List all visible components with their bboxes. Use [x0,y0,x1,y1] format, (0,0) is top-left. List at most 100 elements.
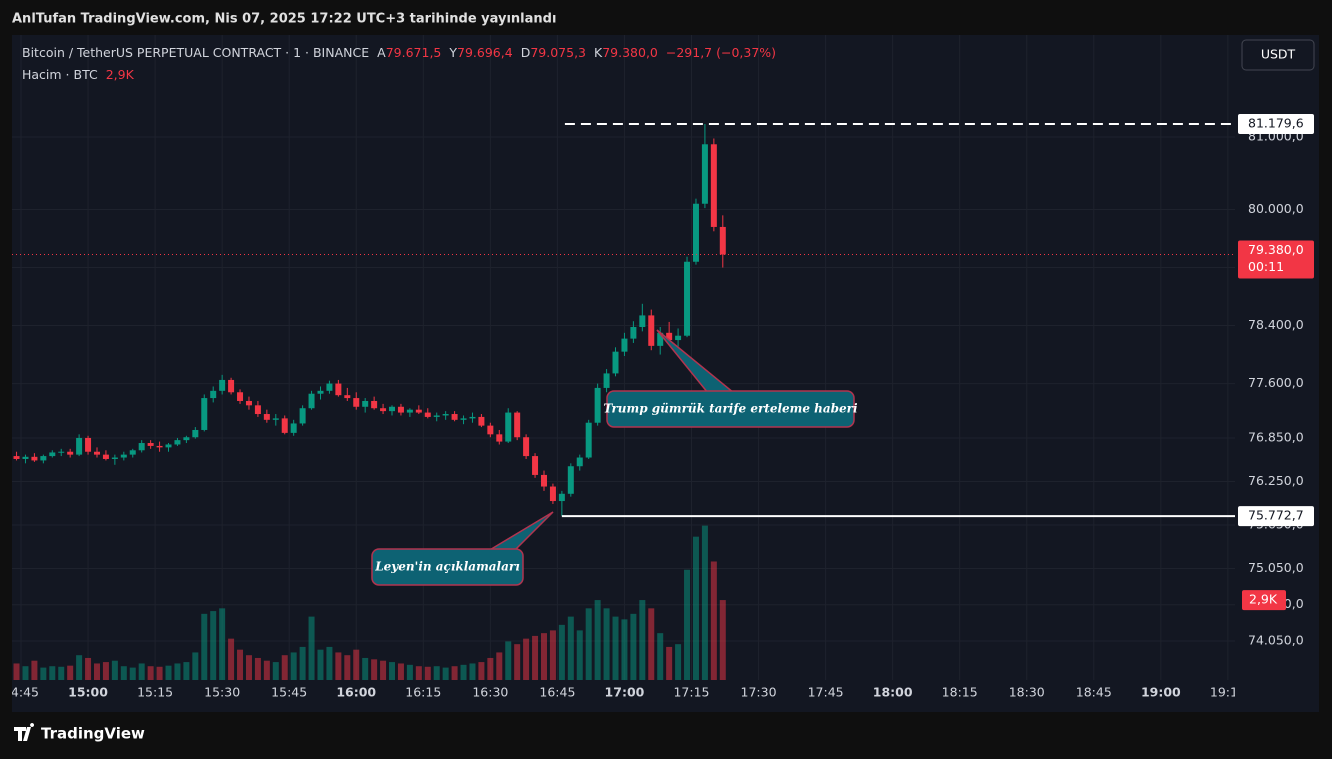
volume-bar [558,624,565,680]
currency-button[interactable] [1241,39,1315,71]
candle-body [58,451,65,453]
candle-body [281,418,288,433]
candle-body [22,456,29,459]
candle-body [49,452,56,457]
candle-body [335,383,342,396]
candle-body [31,456,38,461]
high-price-label-box [1238,114,1314,135]
candle-body [237,392,244,401]
volume-bar [415,666,422,680]
countdown: 00:11 [1248,259,1284,274]
volume-bar [523,638,530,680]
candle-body [549,486,556,502]
candle-body [183,437,190,441]
volume-bar [478,662,485,680]
x-tick-label: 17:45 [808,685,844,700]
candle-body [326,383,333,391]
volume-bar [85,657,92,680]
volume-bar [603,608,610,680]
candle-body [362,400,369,407]
volume-bar [245,655,252,680]
volume-bar [540,633,547,680]
volume-bar [183,662,190,680]
volume-bar [40,667,47,680]
high-price-label: 81.179,6 [1248,116,1304,131]
callout-box [371,548,524,586]
volume-bar [532,635,539,680]
volume-bar [648,608,655,680]
volume-bar [362,657,369,680]
tv-logo [14,723,35,741]
volume-bar [281,655,288,680]
volume-bar [371,659,378,680]
volume-bar [138,663,145,680]
y-tick-label: 80.000,0 [1248,201,1304,216]
volume-bar [201,613,208,680]
candle-body [701,144,708,204]
volume-bar [308,616,315,680]
candle-body [585,422,592,458]
low-price-label: 75.772,7 [1248,508,1304,523]
volume-bar [451,666,458,680]
candle-body [201,398,208,430]
candle-body [666,332,673,341]
volume-bar [657,633,664,680]
candle-body [692,203,699,262]
candle-body [13,456,20,459]
volume-bar [692,536,699,680]
candle-body [138,443,145,451]
volume-bar [406,664,413,680]
candle-body [505,412,512,442]
volume-bar [272,662,279,680]
volume-bar [576,630,583,680]
volume-bar [630,613,637,680]
volume-bar [397,663,404,680]
currency[interactable]: USDT [1261,47,1296,62]
candle-body [442,414,449,416]
candle-body [397,406,404,413]
candle-body [451,414,458,420]
y-tick-label: 76.250,0 [1248,473,1304,488]
volume-bar [58,666,65,680]
volume-bar [684,569,691,680]
ohlc-label: A [377,45,386,60]
low-price-label-box [1238,506,1314,527]
current-price-label: 79.380,0 [1248,242,1304,257]
volume-bar [621,619,628,680]
volume-bar [67,665,74,680]
volume-bar [675,644,682,680]
ohlc-value: 79.380,0 [602,45,658,60]
candle-body [174,440,181,445]
candle-body [576,457,583,467]
candle-body [308,393,315,409]
volume-bar [174,663,181,680]
volume-bar [49,666,56,680]
candle-body [299,408,306,424]
candle-body [210,390,217,399]
x-tick-label: 15:00 [68,685,108,700]
callout-text: Trump gümrük tarife erteleme haberi [603,402,858,416]
y-tick-label: 78.400,0 [1248,317,1304,332]
ohlc-value: 79.696,4 [457,45,513,60]
candle-body [684,261,691,336]
volume-value: 2,9K [106,67,135,82]
candle-body [219,379,226,391]
volume-bar [594,600,601,680]
x-tick-label: 16:00 [336,685,376,700]
candle-body [245,400,252,406]
volume-bar [326,646,333,680]
ohlc-value: 79.075,3 [530,45,586,60]
volume-bar [496,652,503,680]
volume-bar [228,638,235,680]
candle-body [478,416,485,426]
x-tick-label: 15:45 [271,685,307,700]
candle-body [317,390,324,394]
volume-bar [263,660,270,680]
candle-body [111,457,118,459]
candle-body [389,406,396,412]
candle-body [147,443,154,446]
x-tick-label: 16:45 [539,685,575,700]
candle-body [353,398,360,407]
volume-bar [13,663,20,680]
